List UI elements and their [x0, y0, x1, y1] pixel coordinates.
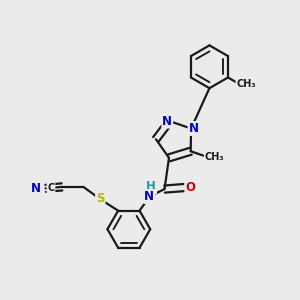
Text: N: N: [31, 182, 41, 196]
Text: N: N: [144, 190, 154, 203]
Text: H: H: [146, 181, 156, 194]
Text: S: S: [96, 192, 105, 205]
Text: CH₃: CH₃: [205, 152, 224, 162]
Text: O: O: [185, 181, 195, 194]
Text: CH₃: CH₃: [236, 79, 256, 89]
Text: C: C: [47, 183, 55, 194]
Text: N: N: [162, 115, 172, 128]
Text: N: N: [188, 122, 199, 135]
